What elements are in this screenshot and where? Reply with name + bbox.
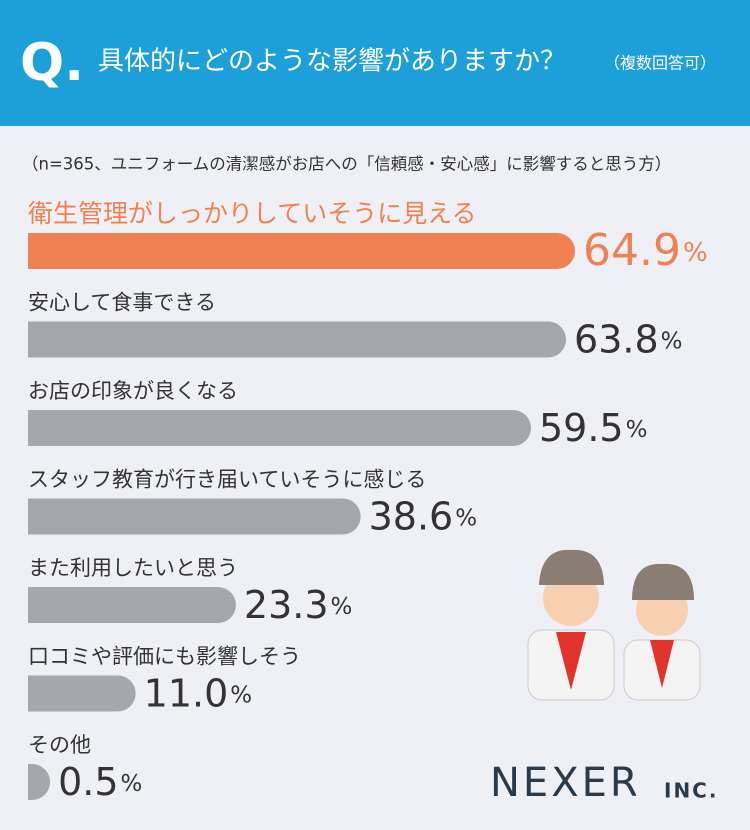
logo: NEXER xyxy=(490,760,641,806)
bar xyxy=(28,233,575,269)
value-label: 38.6% xyxy=(369,494,477,538)
header-title: 具体的にどのような影響がありますか？ xyxy=(98,47,566,77)
category-label: 衛生管理がしっかりしていそうに見える xyxy=(28,199,477,228)
category-label: その他 xyxy=(28,733,91,757)
value-label: 63.8% xyxy=(574,317,682,361)
value-label: 11.0% xyxy=(144,671,252,715)
bar xyxy=(28,764,51,800)
category-label: 安心して食事できる xyxy=(28,291,216,315)
value-label: 59.5% xyxy=(539,406,647,450)
bar xyxy=(28,675,136,712)
category-label: お店の印象が良くなる xyxy=(28,379,238,403)
value-label: 23.3% xyxy=(244,583,352,627)
bar xyxy=(28,410,531,446)
bar xyxy=(28,498,361,535)
header-note: （複数回答可） xyxy=(604,54,716,73)
header-band xyxy=(0,0,750,126)
category-label: また利用したいと思う xyxy=(28,556,238,580)
chef-illustration xyxy=(527,549,701,701)
value-label: 64.9% xyxy=(583,225,708,276)
category-label: 口コミや評価にも影響しそう xyxy=(28,645,301,669)
logo-suffix: INC. xyxy=(664,779,718,803)
subtitle: （n=365、ユニフォームの清潔感がお店への「信頼感・安心感」に影響すると思う方… xyxy=(22,155,671,174)
category-label: スタッフ教育が行き届いていそうに感じる xyxy=(28,468,426,492)
q-mark: Q. xyxy=(20,33,84,93)
bar xyxy=(28,321,567,358)
bar xyxy=(28,587,236,623)
value-label: 0.5% xyxy=(58,760,142,804)
